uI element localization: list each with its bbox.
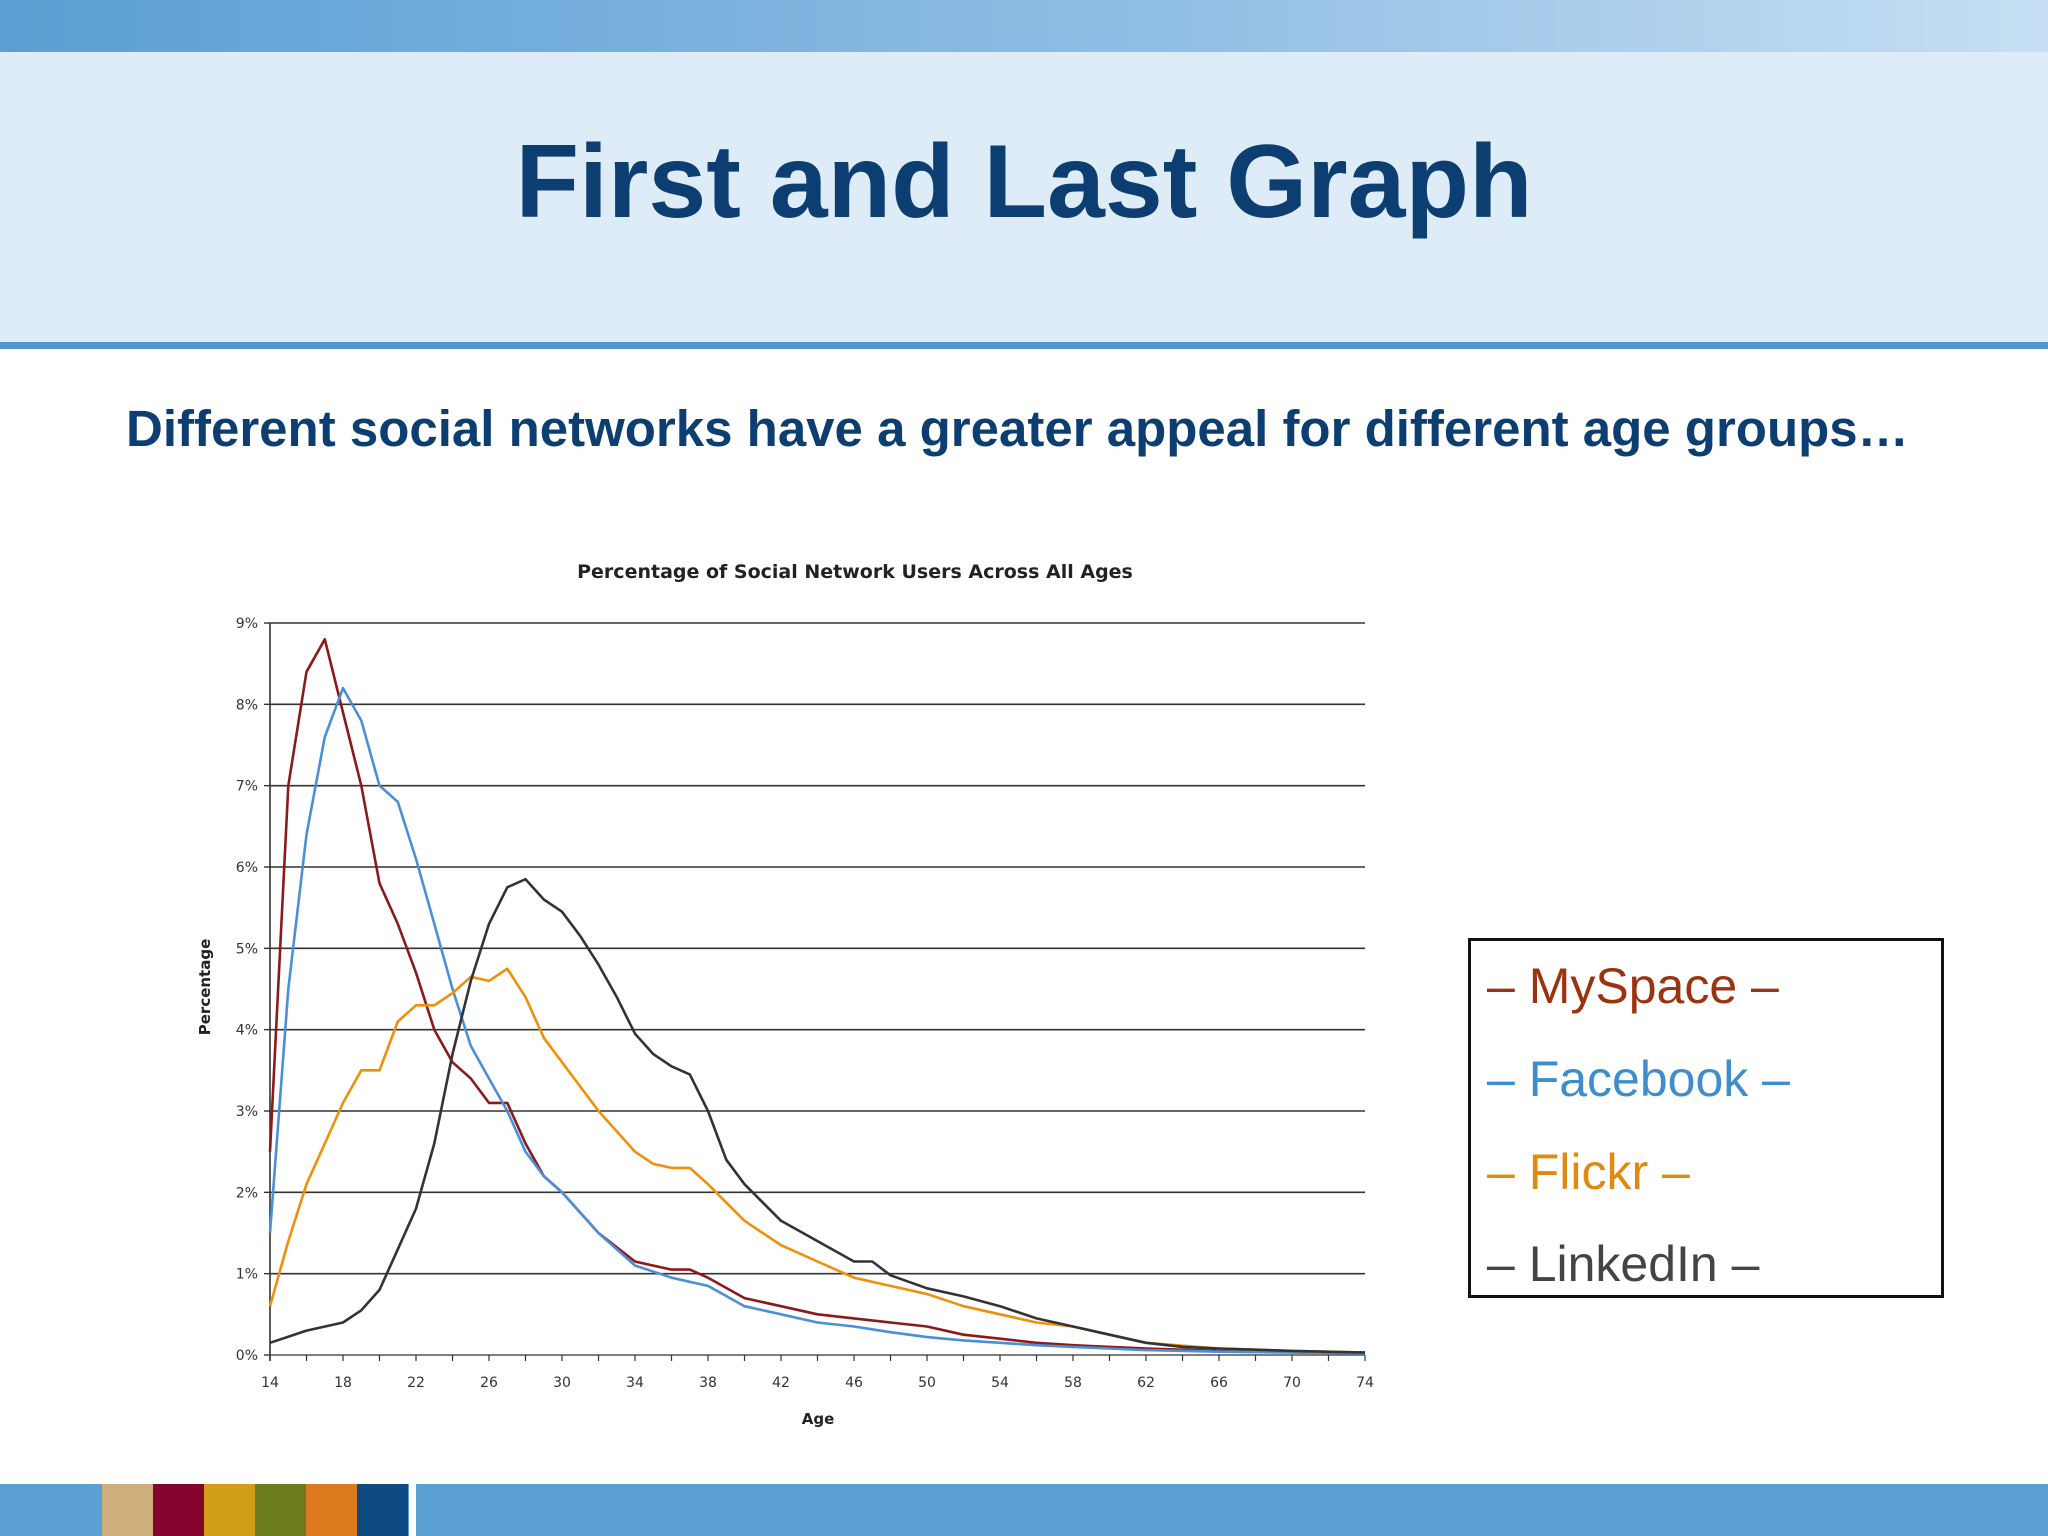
x-tick-label: 70 — [1283, 1375, 1301, 1391]
footer-swatch — [204, 1484, 255, 1536]
footer-swatch — [306, 1484, 357, 1536]
x-tick-label: 30 — [553, 1375, 571, 1391]
legend-item-myspace: – MySpace – — [1487, 958, 1779, 1014]
y-tick-label: 5% — [236, 941, 258, 957]
y-tick-label: 4% — [236, 1023, 258, 1039]
x-tick-label: 74 — [1356, 1375, 1374, 1391]
y-tick-label: 8% — [236, 697, 258, 713]
series-line-0 — [268, 638, 1366, 1354]
title-band — [0, 52, 2048, 342]
y-axis-label: Percentage — [196, 939, 214, 1036]
y-tick-label: 9% — [236, 616, 258, 632]
footer-swatch — [102, 1484, 153, 1536]
x-axis-label: Age — [802, 1410, 835, 1428]
y-tick-label: 0% — [236, 1348, 258, 1364]
x-tick-label: 62 — [1137, 1375, 1155, 1391]
slide-title: First and Last Graph — [515, 124, 1533, 240]
x-tick-label: 26 — [480, 1375, 498, 1391]
legend-item-flickr: – Flickr – — [1487, 1144, 1690, 1200]
line-chart: Percentage of Social Network Users Acros… — [196, 561, 1374, 1428]
slide-subtitle: Different social networks have a greater… — [126, 400, 1909, 457]
y-tick-label: 1% — [236, 1267, 258, 1283]
y-tick-label: 3% — [236, 1104, 258, 1120]
legend-item-facebook: – Facebook – — [1487, 1051, 1790, 1107]
x-tick-label: 18 — [334, 1375, 352, 1391]
x-tick-label: 34 — [626, 1375, 644, 1391]
x-tick-label: 58 — [1064, 1375, 1082, 1391]
x-tick-label: 46 — [845, 1375, 863, 1391]
y-tick-label: 2% — [236, 1185, 258, 1201]
chart-title: Percentage of Social Network Users Acros… — [577, 561, 1133, 583]
footer-swatch — [357, 1484, 408, 1536]
footer-swatch — [255, 1484, 306, 1536]
y-tick-label: 7% — [236, 779, 258, 795]
footer-swatch — [153, 1484, 204, 1536]
x-tick-label: 14 — [261, 1375, 279, 1391]
series-line-2 — [268, 967, 1366, 1354]
x-tick-label: 42 — [772, 1375, 790, 1391]
title-divider — [0, 342, 2048, 349]
x-tick-label: 38 — [699, 1375, 717, 1391]
series-line-1 — [268, 686, 1366, 1355]
series-line-3 — [269, 877, 1366, 1354]
x-tick-label: 66 — [1210, 1375, 1228, 1391]
legend-item-linkedin: – LinkedIn – — [1487, 1236, 1760, 1292]
legend: – MySpace – – Facebook – – Flickr – – Li… — [1468, 938, 1944, 1298]
footer-gap — [409, 1484, 416, 1536]
x-tick-label: 50 — [918, 1375, 936, 1391]
x-tick-label: 54 — [991, 1375, 1009, 1391]
top-accent-bar — [0, 0, 2048, 52]
y-tick-label: 6% — [236, 860, 258, 876]
x-tick-label: 22 — [407, 1375, 425, 1391]
